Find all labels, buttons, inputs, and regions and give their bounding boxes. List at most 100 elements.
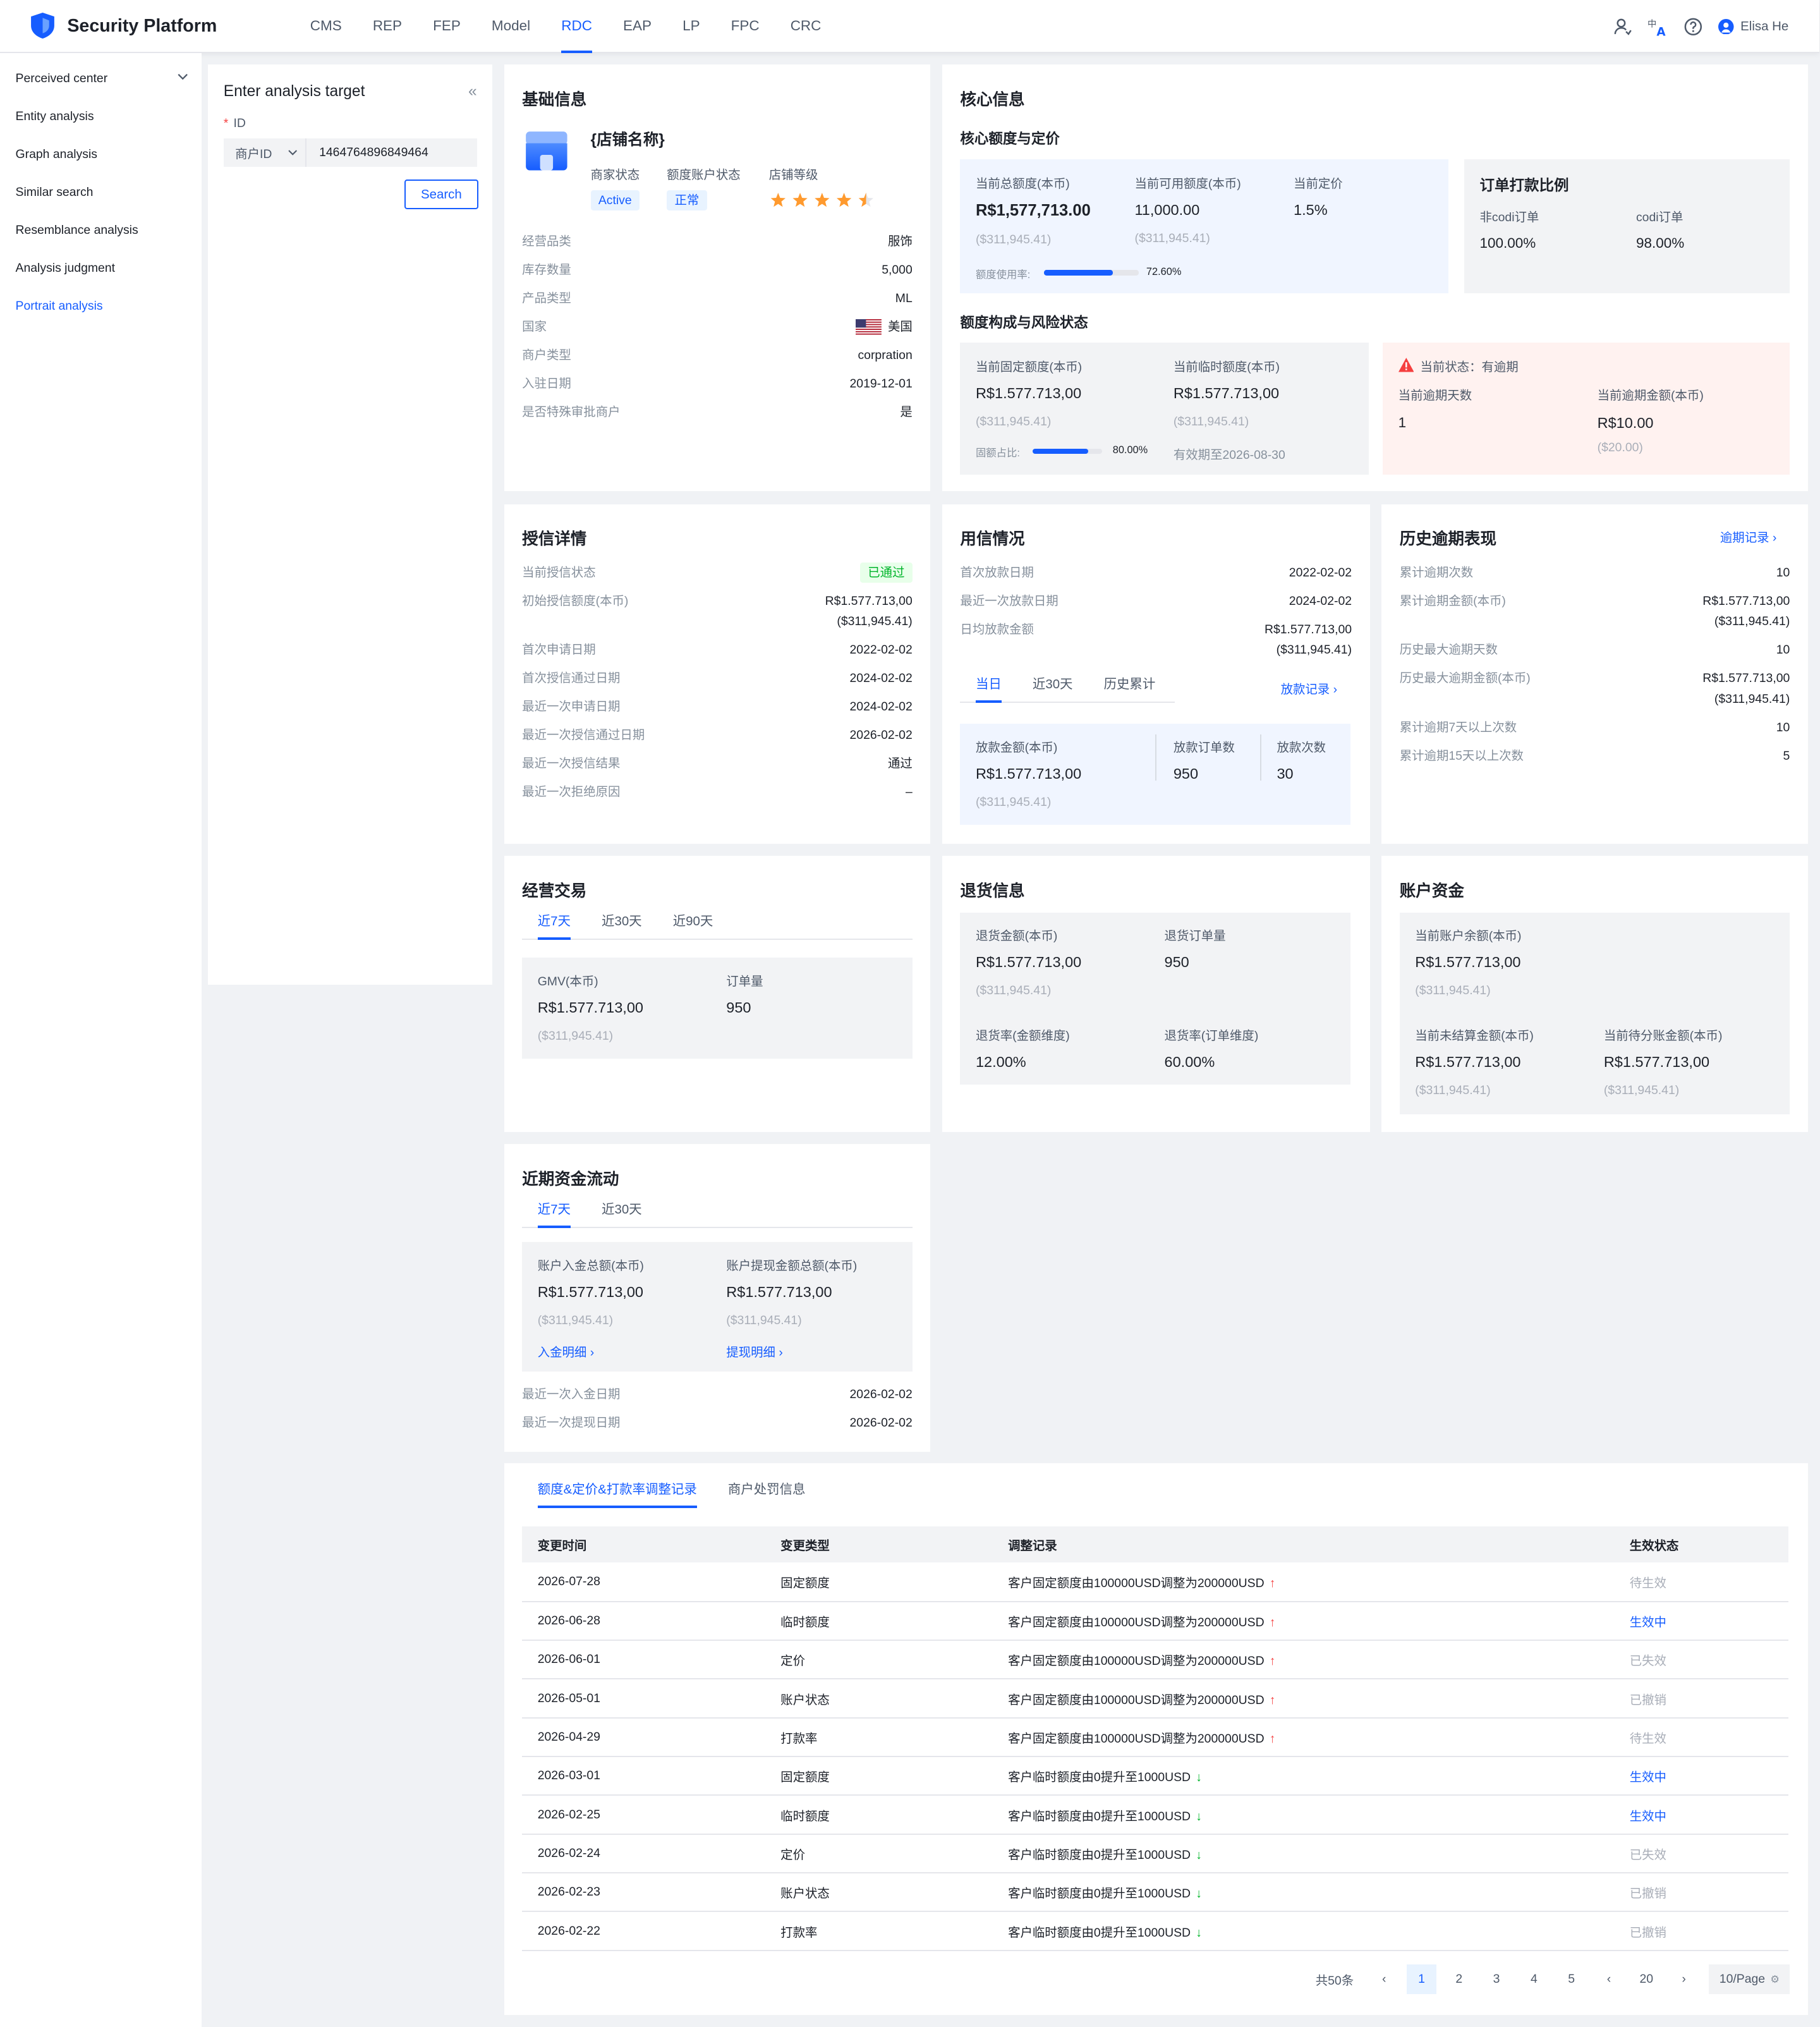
refund-orders-value: 950	[1164, 954, 1189, 971]
sidebar-item-portrait-analysis[interactable]: Portrait analysis	[0, 288, 202, 326]
nav-item-fpc[interactable]: FPC	[731, 18, 760, 33]
nav-item-rdc[interactable]: RDC	[546, 0, 608, 53]
help-icon[interactable]	[1684, 17, 1703, 37]
page-1[interactable]: 1	[1406, 1964, 1436, 1995]
sidebar-item-perceived-center[interactable]: Perceived center	[0, 59, 202, 97]
credit-key: 最近一次授信通过日期	[522, 728, 645, 743]
merchant-status-badge: Active	[590, 190, 640, 211]
change-time-cell: 2026-06-01	[522, 1640, 765, 1680]
status-cell: 生效中	[1614, 1795, 1789, 1835]
id-type-select[interactable]: 商户ID	[224, 138, 306, 167]
table-row: 2026-03-01 固定额度 客户临时额度由0提升至1000USD ↓ 生效中	[522, 1756, 1789, 1796]
basic-info-key: 产品类型	[522, 291, 571, 306]
trade-tab[interactable]: 近90天	[672, 913, 713, 928]
fixed-quota-value: R$1.577.713,00	[975, 385, 1082, 402]
pricing-label: 当前定价	[1294, 177, 1343, 192]
gmv-value: R$1.577.713,00	[537, 999, 643, 1016]
inflow-label: 账户入金总额(本币)	[537, 1258, 644, 1273]
credit-value: 通过	[887, 757, 913, 771]
credit-row: 最近一次拒绝原因 –	[522, 784, 913, 800]
loan-orders-label: 放款订单数	[1173, 740, 1235, 755]
status-cell: 已撤销	[1614, 1679, 1789, 1719]
translate-icon[interactable]: 中A	[1647, 16, 1668, 37]
records-tab[interactable]: 商户处罚信息	[727, 1482, 806, 1497]
nav-item-crc[interactable]: CRC	[790, 18, 822, 33]
page-5[interactable]: 5	[1568, 1972, 1575, 1987]
page-size-select[interactable]: 10/Page ⚙	[1709, 1964, 1790, 1995]
nav-item-rep[interactable]: REP	[372, 18, 403, 33]
refund-rate-order-label: 退货率(订单维度)	[1164, 1028, 1259, 1043]
sidebar-item-graph-analysis[interactable]: Graph analysis	[0, 135, 202, 173]
page-3[interactable]: 3	[1493, 1972, 1500, 1987]
loan-times-value: 30	[1277, 765, 1294, 782]
history-row: 累计逾期15天以上次数 5	[1400, 748, 1790, 764]
next-page-icon[interactable]: ›	[1682, 1972, 1686, 1987]
record-cell: 客户临时额度由0提升至1000USD ↓	[992, 1873, 1615, 1913]
record-text: 客户临时额度由0提升至1000USD	[1008, 1925, 1191, 1940]
credit-value: R$1.577.713,00	[825, 593, 913, 608]
arrow-down-icon: ↓	[1196, 1809, 1202, 1823]
card-title: 经营交易	[522, 882, 587, 900]
us-flag-icon	[855, 319, 882, 335]
table-row: 2026-06-28 临时额度 客户固定额度由100000USD调整为200000U…	[522, 1601, 1789, 1641]
withdraw-detail-link[interactable]: 提现明细 ›	[726, 1345, 783, 1360]
trade-tab[interactable]: 近30天	[602, 913, 642, 928]
arrow-up-icon: ↑	[1269, 1731, 1276, 1746]
history-key: 累计逾期次数	[1399, 565, 1474, 580]
page-2[interactable]: 2	[1455, 1972, 1463, 1987]
trade-tab[interactable]: 近7天	[522, 910, 586, 940]
basic-info-row: 入驻日期 2019-12-01	[522, 376, 913, 392]
column-header: 变更类型	[765, 1526, 993, 1563]
basic-info-row: 产品类型 ML	[522, 291, 913, 307]
usage-rate-fill	[1044, 270, 1113, 276]
sidebar-item-analysis-judgment[interactable]: Analysis judgment	[0, 250, 202, 288]
history-row: 累计逾期金额(本币) R$1.577.713,00	[1400, 593, 1790, 609]
prev-page-icon[interactable]: ‹	[1381, 1972, 1386, 1987]
nav-item-cms[interactable]: CMS	[310, 18, 342, 33]
record-cell: 客户固定额度由100000USD调整为200000USD ↑	[992, 1679, 1615, 1719]
flow-tab[interactable]: 近30天	[602, 1202, 642, 1217]
usage-tab[interactable]: 历史累计	[1103, 677, 1156, 692]
jump-prev-icon[interactable]: ‹	[1606, 1972, 1611, 1987]
order-payment-ratio-box: 订单打款比例 非codi订单 100.00% codi订单 98.00%	[1464, 159, 1790, 294]
nav-item-lp[interactable]: LP	[682, 18, 700, 33]
noncod-value: 100.00%	[1479, 235, 1536, 252]
records-tab[interactable]: 额度&定价&打款率调整记录	[522, 1478, 712, 1509]
nav-item-model[interactable]: Model	[491, 18, 531, 33]
record-cell: 客户临时额度由0提升至1000USD ↓	[992, 1795, 1615, 1835]
sidebar-item-entity-analysis[interactable]: Entity analysis	[0, 97, 202, 135]
user-menu[interactable]: Elisa He	[1718, 18, 1788, 35]
sidebar-item-resemblance-analysis[interactable]: Resemblance analysis	[0, 212, 202, 250]
total-quota-label: 当前总额度(本币)	[975, 177, 1070, 192]
usage-tab[interactable]: 近30天	[1032, 677, 1073, 692]
table-row: 2026-02-24 定价 客户临时额度由0提升至1000USD ↓ 已失效	[522, 1834, 1789, 1874]
fund-flow-card: 近期资金流动 近7天 近30天 账户入金总额(本币) R$1.577.713,00…	[504, 1143, 931, 1452]
table-row: 2026-06-01 定价 客户固定额度由100000USD调整为200000USD…	[522, 1640, 1789, 1680]
user-switch-icon[interactable]	[1613, 17, 1632, 37]
basic-info-value: 2019-12-01	[849, 377, 913, 391]
history-value: 10	[1776, 643, 1790, 657]
overdue-records-link[interactable]: 逾期记录 ›	[1720, 531, 1777, 545]
loan-records-link[interactable]: 放款记录 ›	[1280, 682, 1338, 697]
nav-item-fep[interactable]: FEP	[433, 18, 461, 33]
collapse-icon[interactable]: «	[468, 82, 477, 100]
credit-key: 最近一次申请日期	[522, 700, 621, 714]
flow-tab[interactable]: 近7天	[522, 1198, 586, 1228]
account-status-badge: 正常	[667, 190, 707, 211]
id-input[interactable]: 1464764896849464	[319, 145, 428, 159]
page-4[interactable]: 4	[1530, 1972, 1538, 1987]
adjustment-records-card: 额度&定价&打款率调整记录 商户处罚信息 变更时间 变更类型 调整记录 生效状态 202…	[504, 1463, 1808, 2016]
sidebar-item-label: Entity analysis	[15, 109, 94, 123]
credit-usd: ($311,945.41)	[837, 614, 913, 629]
total-quota-usd: ($311,945.41)	[975, 233, 1052, 247]
sidebar-item-similar-search[interactable]: Similar search	[0, 173, 202, 211]
nav-item-eap[interactable]: EAP	[623, 18, 652, 33]
inflow-detail-link[interactable]: 入金明细 ›	[537, 1345, 595, 1360]
page-20[interactable]: 20	[1639, 1972, 1654, 1987]
status-cell: 生效中	[1614, 1756, 1789, 1796]
search-button[interactable]: Search	[404, 180, 478, 210]
pending-usd: ($311,945.41)	[1603, 1083, 1680, 1097]
change-time-cell: 2026-04-29	[522, 1717, 765, 1758]
usage-tab[interactable]: 当日	[960, 673, 1017, 703]
